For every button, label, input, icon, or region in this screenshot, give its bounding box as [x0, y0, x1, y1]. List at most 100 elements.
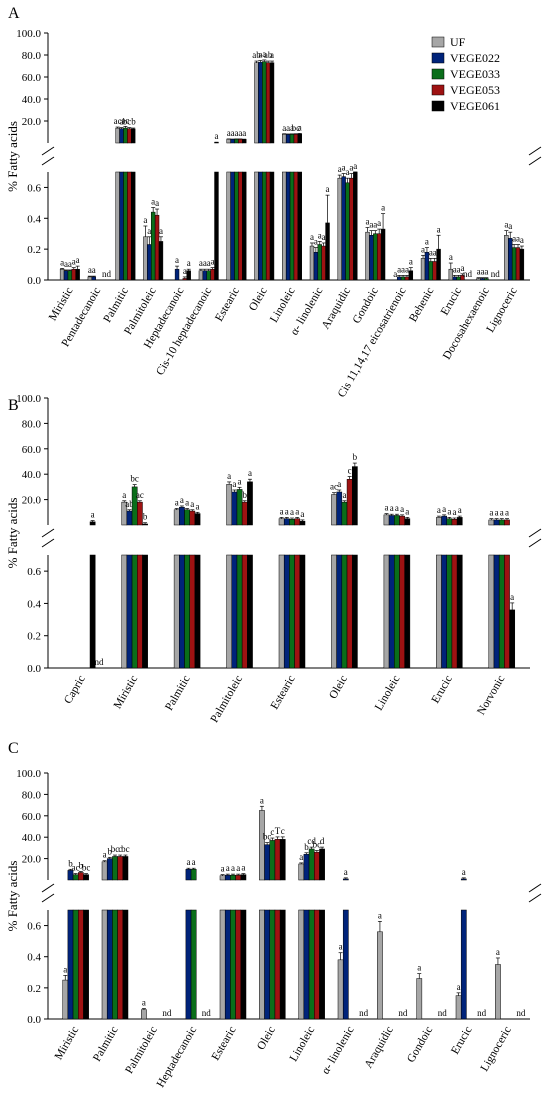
significance-letter: c — [118, 844, 122, 854]
significance-letter: a — [337, 479, 341, 489]
bar-VEGE033 — [511, 247, 517, 281]
bar-VEGE053 — [127, 171, 132, 281]
significance-letter: a — [339, 942, 343, 952]
legend-swatch — [431, 100, 445, 112]
significance-letter: a — [299, 852, 303, 862]
bar-VEGE022 — [147, 244, 152, 281]
significance-letter: a — [185, 497, 189, 507]
significance-letter: a — [366, 217, 370, 227]
significance-letter: a — [453, 264, 457, 274]
bar-VEGE033 — [112, 909, 118, 1020]
significance-letter: a — [175, 497, 179, 507]
bar-UF — [254, 62, 259, 144]
x-tick-label: Erucic — [449, 1025, 474, 1057]
bar-VEGE061 — [158, 241, 164, 281]
bar-VEGE053 — [189, 510, 196, 526]
significance-letter: a — [258, 50, 262, 60]
x-tick-label: Erucic — [430, 674, 455, 706]
bar-VEGE053 — [265, 171, 271, 281]
significance-letter: a — [510, 592, 514, 602]
significance-letter: a — [155, 198, 159, 208]
bar-VEGE022 — [336, 554, 343, 669]
bar-VEGE061 — [319, 909, 325, 1020]
bar-VEGE022 — [369, 235, 374, 281]
legend-label: UF — [450, 35, 466, 49]
bar-VEGE033 — [289, 171, 295, 281]
bar-VEGE061 — [325, 222, 330, 281]
significance-letter: a — [203, 258, 207, 268]
bar-VEGE061 — [122, 856, 129, 881]
bar-UF — [337, 959, 344, 1020]
bar-UF — [504, 235, 509, 281]
bar-UF — [436, 554, 442, 669]
y-tick-label: 100.0 — [16, 768, 41, 780]
significance-letter: a — [248, 468, 252, 478]
significance-letter: a — [460, 263, 464, 273]
bar-VEGE033 — [150, 211, 156, 281]
bar-VEGE022 — [264, 909, 270, 1020]
bar-VEGE053 — [274, 839, 281, 881]
bar-VEGE022 — [258, 171, 263, 281]
bar-VEGE053 — [241, 501, 248, 526]
bar-VEGE022 — [185, 909, 192, 1020]
significance-letter: a — [393, 269, 397, 279]
y-axis-label: % Fatty acids — [5, 121, 20, 192]
bar-VEGE033 — [428, 261, 434, 281]
significance-letter: a — [322, 232, 326, 242]
significance-letter: a — [147, 226, 151, 236]
bar-VEGE033 — [394, 515, 400, 526]
significance-letter: a — [353, 161, 357, 171]
bar-VEGE022 — [106, 909, 113, 1020]
bar-VEGE061 — [142, 554, 148, 669]
x-tick-label: Palmitoleic — [209, 674, 246, 725]
bar-VEGE033 — [262, 171, 267, 281]
bar-VEGE022 — [388, 515, 395, 526]
bar-VEGE061 — [214, 171, 219, 281]
y-tick-label: 80.0 — [22, 50, 42, 62]
bar-VEGE053 — [137, 501, 143, 526]
y-tick-label: 60.0 — [22, 444, 42, 456]
bar-VEGE053 — [117, 856, 124, 881]
significance-letter: a — [72, 257, 76, 267]
bar-VEGE061 — [279, 839, 286, 881]
bar-VEGE061 — [247, 481, 253, 526]
bar-UF — [121, 554, 128, 669]
y-tick-label: 20.0 — [22, 116, 42, 128]
x-tick-label: Palmitoleic — [123, 1025, 160, 1076]
bar-VEGE022 — [231, 554, 238, 669]
bar-VEGE061 — [240, 874, 247, 881]
bar-VEGE022 — [283, 518, 290, 526]
significance-letter: a — [192, 857, 196, 867]
bar-VEGE022 — [106, 858, 113, 881]
axis-break-mark — [41, 883, 55, 893]
significance-letter: a — [433, 247, 437, 257]
bar-VEGE022 — [283, 554, 290, 669]
bar-VEGE022 — [67, 909, 74, 1020]
y-tick-label: 40.0 — [22, 832, 42, 844]
significance-letter: a — [314, 237, 318, 247]
bar-UF — [383, 554, 390, 669]
y-tick-label: 0.6 — [27, 182, 41, 194]
bar-VEGE022 — [285, 171, 291, 281]
bar-UF — [278, 554, 285, 669]
y-tick-label: 0.0 — [27, 275, 41, 287]
significance-letter: d — [320, 836, 325, 846]
bar-VEGE061 — [130, 171, 136, 281]
bar-VEGE053 — [78, 909, 84, 1020]
bar-VEGE053 — [241, 554, 248, 669]
significance-letter: a — [373, 220, 377, 230]
significance-letter: ac — [121, 115, 129, 125]
significance-letter: ac — [136, 490, 144, 500]
significance-letter: a — [480, 267, 484, 277]
axis-break-mark — [528, 146, 542, 156]
y-tick-label: 20.0 — [22, 854, 42, 866]
x-tick-label: Linoleic — [373, 674, 403, 713]
bar-VEGE053 — [451, 519, 458, 526]
bar-VEGE033 — [234, 171, 239, 281]
bar-VEGE061 — [89, 554, 96, 669]
significance-letter: c — [348, 466, 352, 476]
significance-letter: a — [238, 128, 242, 138]
y-tick-label: 80.0 — [22, 789, 42, 801]
bar-VEGE053 — [293, 171, 299, 281]
